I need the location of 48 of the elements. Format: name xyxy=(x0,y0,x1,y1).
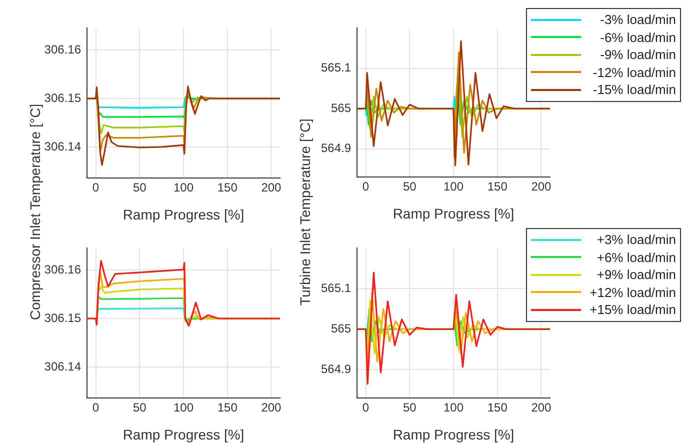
x-tick-label: 50 xyxy=(402,400,417,415)
x-tick-label: 50 xyxy=(132,180,147,195)
legend-label: +6% load/min xyxy=(596,250,676,265)
legend-label: -9% load/min xyxy=(599,47,676,62)
x-tick-label: 100 xyxy=(443,400,464,415)
y-tick-label: 306.16 xyxy=(44,262,82,276)
legend-label: -12% load/min xyxy=(592,64,676,80)
legend-label: +3% load/min xyxy=(596,232,676,248)
x-tick-label: 0 xyxy=(362,400,370,415)
x-axis-title: Ramp Progress [%] xyxy=(392,426,514,442)
x-tick-label: 200 xyxy=(531,180,552,194)
x-tick-label: 50 xyxy=(132,400,147,415)
legend-label: +15% load/min xyxy=(588,302,676,318)
x-tick-label: 200 xyxy=(261,180,282,195)
x-tick-label: 150 xyxy=(487,180,508,194)
x-tick-label: 200 xyxy=(531,400,552,415)
y-tick-label: 306.16 xyxy=(44,42,82,56)
legend-label: -3% load/min xyxy=(599,12,676,28)
x-axis-title: Ramp Progress [%] xyxy=(392,205,514,222)
x-tick-label: 150 xyxy=(217,400,238,415)
y-tick-label: 565 xyxy=(330,100,352,115)
x-tick-label: 0 xyxy=(362,180,370,194)
y-axis-title: Turbine Inlet Temperature [°C] xyxy=(296,117,314,308)
legend-label: -6% load/min xyxy=(599,30,676,45)
x-axis-title: Ramp Progress [%] xyxy=(122,426,244,442)
y-tick-label: 306.15 xyxy=(44,90,82,105)
y-tick-label: 306.14 xyxy=(44,139,82,154)
x-tick-label: 100 xyxy=(173,180,194,195)
x-tick-label: 0 xyxy=(92,400,100,415)
x-tick-label: 150 xyxy=(217,180,238,195)
y-tick-label: 565 xyxy=(330,321,352,336)
legend-label: -15% load/min xyxy=(592,82,676,98)
x-axis-title: Ramp Progress [%] xyxy=(122,206,244,222)
y-tick-label: 306.15 xyxy=(44,310,82,325)
x-tick-label: 100 xyxy=(443,180,464,194)
y-tick-label: 565.1 xyxy=(320,281,352,295)
legend-label: +12% load/min xyxy=(588,284,676,300)
x-tick-label: 50 xyxy=(402,180,417,194)
y-tick-label: 564.9 xyxy=(320,141,352,156)
x-tick-label: 100 xyxy=(173,400,194,415)
x-tick-label: 150 xyxy=(487,400,508,415)
x-tick-label: 0 xyxy=(92,180,100,195)
x-tick-label: 200 xyxy=(261,400,282,415)
y-axis-title: Compressor Inlet Temperature [°C] xyxy=(26,102,44,322)
y-tick-label: 565.1 xyxy=(320,60,352,75)
legend-label: +9% load/min xyxy=(596,267,676,282)
y-tick-label: 306.14 xyxy=(44,359,82,374)
y-tick-label: 564.9 xyxy=(320,362,352,376)
